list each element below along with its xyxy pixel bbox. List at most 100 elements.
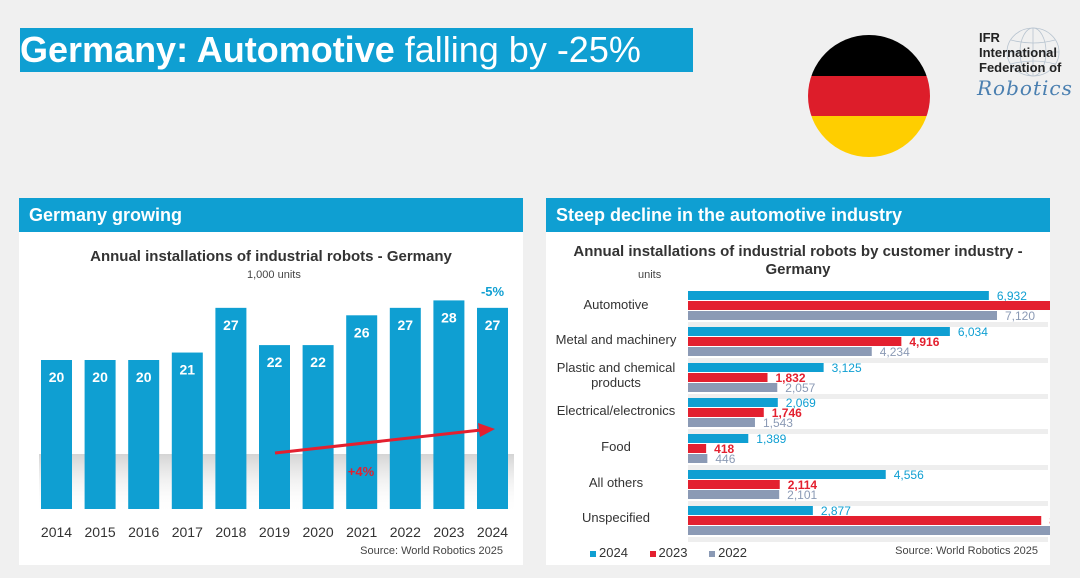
bar-label-2022-5: 2,101: [787, 488, 817, 502]
bar-2015: [84, 360, 116, 509]
trend-arrow-head: [478, 423, 495, 437]
bar-label-2022-1: 4,234: [880, 345, 910, 359]
category-label-3: Electrical/electronics: [557, 403, 676, 418]
x-tick-2021: 2021: [346, 524, 377, 540]
bar-value-2014: 20: [49, 369, 65, 385]
bar-2022-6: [688, 526, 1050, 535]
bar-label-2024-1: 6,034: [958, 325, 988, 339]
bar-2024-6: [688, 506, 813, 515]
legend-label-2024: 2024: [599, 545, 628, 560]
bar-2023-4: [688, 444, 707, 453]
bar-2024-4: [688, 434, 749, 443]
group-shadow-6: [688, 537, 1048, 542]
ifr-logo: IFR International Federation of Robotics: [975, 27, 1075, 100]
group-shadow-0: [688, 322, 1048, 327]
bar-label-2024-6: 2,877: [821, 504, 851, 518]
bar-2023-3: [688, 408, 764, 417]
bar-2024-0: [688, 291, 989, 300]
bar-label-2022-0: 7,120: [1005, 309, 1035, 323]
legend-label-2022: 2022: [718, 545, 748, 560]
germany-flag-icon: [808, 35, 930, 157]
logo-line-robotics: Robotics: [977, 76, 1073, 100]
bar-2023-1: [688, 337, 902, 346]
globe-icon: [1006, 27, 1060, 77]
bar-value-2016: 20: [136, 369, 152, 385]
group-shadow-5: [688, 501, 1048, 506]
bar-label-2023-4: 418: [714, 442, 734, 456]
bar-2022-0: [688, 311, 998, 320]
bar-label-2023-5: 2,114: [788, 478, 818, 492]
bar-2022-4: [688, 454, 708, 463]
page-title-rest: falling by -25%: [394, 29, 641, 70]
right-chart-title: Annual installations of industrial robot…: [573, 243, 1023, 278]
x-tick-2016: 2016: [128, 524, 159, 540]
flag-stripe-black: [808, 35, 930, 76]
x-tick-2020: 2020: [303, 524, 334, 540]
x-tick-2024: 2024: [477, 524, 508, 540]
bar-2024-3: [688, 398, 778, 407]
x-tick-2022: 2022: [390, 524, 421, 540]
bar-2023-5: [688, 480, 780, 489]
category-label-5: All others: [589, 475, 644, 490]
bar-2021: [346, 315, 378, 509]
bar-label-2022-2: 2,057: [785, 381, 815, 395]
left-panel: Germany growing Annual installations of …: [19, 198, 523, 565]
right-panel-header: Steep decline in the automotive industry: [546, 198, 1050, 232]
x-tick-2014: 2014: [41, 524, 72, 540]
bar-2022-5: [688, 490, 780, 499]
left-chart-title: Annual installations of industrial robot…: [90, 248, 452, 265]
bar-2024: [477, 307, 508, 509]
bar-value-2024: 27: [485, 317, 501, 333]
bar-2017: [171, 352, 203, 509]
trend-arrow-line: [274, 428, 482, 455]
bar-2022-1: [688, 347, 872, 356]
logo-line-ifr: IFR: [979, 30, 1000, 45]
legend-label-2023: 2023: [658, 545, 688, 560]
bar-2022: [389, 307, 421, 509]
bar-label-2024-5: 4,556: [894, 468, 924, 482]
bar-value-2015: 20: [92, 369, 108, 385]
category-label-2: Plastic and chemical products: [557, 360, 676, 390]
group-shadow-1: [688, 358, 1048, 363]
group-shadow-2: [688, 394, 1048, 399]
right-source: Source: World Robotics 2025: [895, 545, 1038, 557]
logo-line-international: International: [979, 45, 1058, 60]
flag-stripe-red: [808, 75, 930, 117]
page-title-bold: Germany: Automotive: [20, 29, 395, 70]
x-tick-2019: 2019: [259, 524, 290, 540]
bar-2018: [215, 307, 247, 509]
x-tick-2015: 2015: [85, 524, 116, 540]
bar-2023-0: [688, 301, 1050, 310]
legend-item-2022: 2022: [709, 545, 747, 560]
bar-2023-2: [688, 373, 768, 382]
bar-value-2022: 27: [398, 317, 414, 333]
legend-item-2023: 2023: [649, 545, 688, 560]
logo-line-federation: Federation of: [979, 60, 1062, 75]
left-chart: 20 2014 20 2015 20 2016 21 2017 27 2018 22 2019 22 20…: [39, 284, 514, 540]
bar-label-2023-6: 8,139: [1049, 514, 1050, 528]
bar-2022-2: [688, 383, 778, 392]
bar-2024-5: [688, 470, 886, 479]
right-panel: Steep decline in the automotive industry…: [546, 198, 1050, 565]
flag-stripe-gold: [808, 116, 930, 157]
bar-value-2019: 22: [267, 354, 283, 370]
category-label-4: Food: [601, 439, 631, 454]
x-tick-2023: 2023: [433, 524, 464, 540]
legend-item-2024: 2024: [590, 545, 628, 560]
category-label-0: Automotive: [583, 297, 648, 312]
bar-2014: [41, 360, 72, 509]
x-tick-2017: 2017: [172, 524, 203, 540]
title-bar: [20, 28, 693, 72]
group-shadow-3: [688, 429, 1048, 434]
left-unit-label: 1,000 units: [247, 269, 301, 281]
bar-label-2024-3: 2,069: [786, 396, 816, 410]
bar-value-2018: 27: [223, 317, 239, 333]
bar-label-2024-2: 3,125: [832, 361, 862, 375]
bar-2020: [302, 345, 334, 509]
bar-2023-6: [688, 516, 1042, 525]
bar-2016: [128, 360, 160, 509]
bar-2022-3: [688, 418, 755, 427]
bar-label-2022-3: 1,543: [763, 416, 793, 430]
bar-label-2024-0: 6,932: [997, 289, 1027, 303]
